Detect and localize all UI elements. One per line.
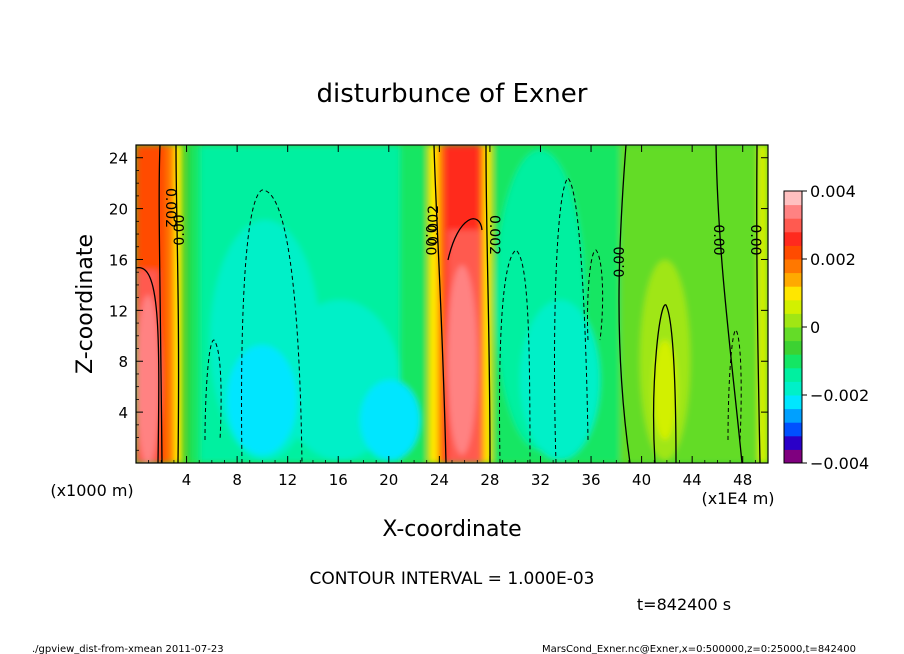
contour-label: 0.002 — [162, 188, 178, 228]
field-region-pos-1 — [620, 145, 765, 463]
contour-label: 0.00 — [422, 224, 438, 255]
x-tick-label: 40 — [632, 471, 651, 489]
y-unit-label: (x1000 m) — [50, 481, 133, 500]
y-tick-label: 8 — [118, 353, 128, 371]
y-tick-label: 20 — [109, 201, 128, 219]
colorbar: 0.004 0.002 0 −0.002 −0.004 — [783, 182, 869, 473]
contour-right-2 — [715, 145, 743, 463]
field-region-neg-6 — [360, 380, 420, 460]
y-tick-label: 4 — [118, 404, 128, 422]
colorbar-segment — [784, 286, 802, 301]
heatmap-field: 0.002 0.00 0.00 0.002 0.002 0.00 0.00 0.… — [136, 145, 768, 463]
strip-right-yellow — [758, 145, 768, 463]
x-tick-label: 8 — [232, 471, 242, 489]
contour-label: 0.00 — [612, 246, 628, 277]
contour-dashed-1 — [241, 189, 303, 463]
x-axis-label: X-coordinate — [382, 517, 521, 542]
field-region-neg-5 — [227, 345, 297, 455]
contour-label: 0.00 — [710, 224, 726, 255]
colorbar-tick-label: 0.002 — [810, 250, 856, 269]
x-tick-label: 16 — [329, 471, 348, 489]
x-tick-label: 28 — [480, 471, 499, 489]
chart-title: disturbunce of Exner — [317, 79, 588, 109]
contour-dashed-2 — [204, 339, 222, 441]
x-tick-label: 12 — [278, 471, 297, 489]
colorbar-segment — [784, 218, 802, 233]
x-tick-label: 48 — [733, 471, 752, 489]
contour-right-3 — [756, 145, 761, 463]
contour-label: 0.00 — [747, 224, 763, 255]
y-tick-label: 16 — [109, 251, 128, 269]
y-tick-label: 24 — [109, 150, 128, 168]
contour-dashed-3 — [499, 249, 531, 463]
footer-left-text: ./gpview_dist-from-xmean 2011-07-23 — [32, 644, 224, 654]
field-region-neg-9 — [520, 300, 600, 460]
x-tick-label: 44 — [683, 471, 702, 489]
colorbar-segment — [784, 435, 802, 450]
y-tick-label: 12 — [109, 302, 128, 320]
contour-label: 0.002 — [426, 205, 442, 245]
colorbar-segment — [784, 340, 802, 355]
time-text: t=842400 s — [637, 595, 731, 614]
contour-mid-3 — [485, 145, 491, 463]
contour-dashed-4 — [554, 177, 589, 463]
contour-left-3 — [136, 267, 160, 463]
colorbar-tick-label: 0.004 — [810, 182, 856, 201]
colorbar-segment — [784, 191, 802, 206]
colorbar-segment — [784, 313, 802, 328]
x-tick-label: 4 — [182, 471, 192, 489]
colorbar-segment — [784, 204, 802, 219]
contour-label: 0.002 — [486, 215, 502, 255]
contour-dashed-6 — [727, 329, 742, 441]
contour-dashed — [204, 177, 742, 463]
contour-mid-2 — [447, 218, 483, 261]
colorbar-segment — [784, 327, 802, 342]
colorbar-tick-label: −0.004 — [810, 454, 869, 473]
y-axis: 4 8 12 16 20 24 — [109, 150, 768, 451]
contour-interval-text: CONTOUR INTERVAL = 1.000E-03 — [310, 569, 595, 589]
colorbar-segment — [784, 367, 802, 382]
colorbar-segment — [784, 259, 802, 274]
x-tick-label: 32 — [531, 471, 550, 489]
colorbar-segment — [784, 354, 802, 369]
x-tick-label: 24 — [430, 471, 449, 489]
x-axis: 4 8 12 16 20 24 28 32 36 40 44 48 — [148, 145, 756, 489]
x-unit-label: (x1E4 m) — [701, 489, 774, 508]
colorbar-segment — [784, 381, 802, 396]
contour-left-1 — [158, 145, 163, 463]
x-tick-label: 36 — [581, 471, 600, 489]
contour-right-1 — [618, 145, 631, 463]
colorbar-segment — [784, 299, 802, 314]
colorbar-segment — [784, 245, 802, 260]
colorbar-segment — [784, 422, 802, 437]
plume-left-pink — [136, 295, 160, 463]
contour-label: 0.00 — [172, 214, 188, 245]
contour-left-2 — [175, 145, 180, 463]
contour-dashed-5 — [586, 249, 604, 341]
colorbar-segment — [784, 449, 802, 464]
contour-right-blob — [653, 304, 677, 463]
y-axis-label: Z-coordinate — [73, 234, 98, 374]
contour-lines — [136, 145, 761, 463]
plume-mid-pink — [447, 265, 477, 455]
colorbar-segment — [784, 272, 802, 287]
contour-mid-1 — [433, 145, 447, 463]
colorbar-tick-label: 0 — [810, 318, 820, 337]
field-region-pos-3 — [653, 340, 677, 440]
footer-right-text: MarsCond_Exner.nc@Exner,x=0:500000,z=0:2… — [542, 644, 856, 654]
colorbar-tick-label: −0.002 — [810, 386, 869, 405]
colorbar-segment — [784, 395, 802, 410]
colorbar-segment — [784, 408, 802, 423]
x-tick-label: 20 — [379, 471, 398, 489]
colorbar-segment — [784, 231, 802, 246]
contour-labels: 0.002 0.00 0.00 0.002 0.002 0.00 0.00 0.… — [162, 188, 763, 278]
